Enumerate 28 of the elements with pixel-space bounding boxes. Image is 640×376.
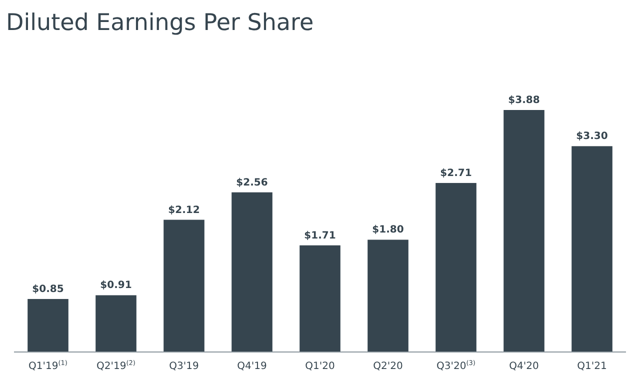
- data-label: $2.56: [236, 177, 268, 188]
- bar: [232, 192, 272, 352]
- data-label: $3.88: [508, 95, 540, 106]
- data-label: $0.91: [100, 280, 132, 292]
- x-tick-label: Q1'21: [577, 361, 607, 372]
- bar: [572, 146, 612, 352]
- bar: [368, 240, 408, 352]
- x-tick-label: Q2'19$^{(2)}$: [96, 359, 136, 372]
- x-tick-label: Q3'19: [169, 361, 199, 372]
- data-label: $1.71: [304, 230, 336, 242]
- data-label: $0.85: [32, 284, 64, 295]
- bar: [164, 220, 204, 352]
- chart-title: Diluted Earnings Per Share: [6, 10, 314, 36]
- x-tick-label: Q1'20: [305, 361, 335, 372]
- bar: [300, 245, 340, 352]
- x-tick-label: Q3'20$^{(3)}$: [436, 359, 476, 372]
- x-tick-label: Q2'20: [373, 361, 403, 372]
- bar: [96, 295, 136, 352]
- data-label: $1.80: [372, 224, 404, 236]
- x-tick-label: Q4'20: [509, 361, 539, 372]
- bar: [28, 298, 68, 352]
- data-label: $2.12: [168, 204, 200, 216]
- x-tick-label: Q1'19$^{(1)}$: [28, 359, 68, 372]
- data-label: $3.30: [576, 131, 608, 142]
- bar: [436, 182, 476, 352]
- data-label: $2.71: [440, 168, 472, 179]
- x-tick-label: Q4'19: [237, 361, 267, 372]
- bar: [504, 110, 544, 352]
